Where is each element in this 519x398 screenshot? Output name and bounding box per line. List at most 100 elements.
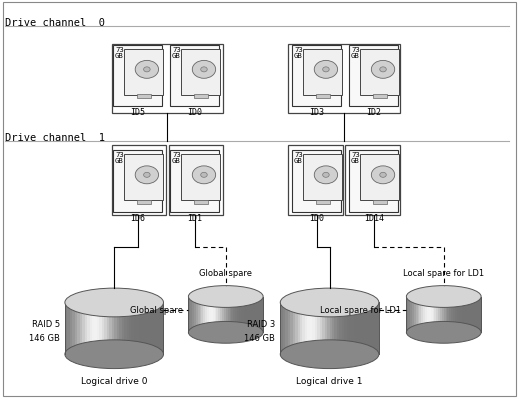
FancyBboxPatch shape	[360, 154, 400, 200]
Bar	[196, 297, 198, 332]
Circle shape	[144, 67, 150, 72]
FancyBboxPatch shape	[113, 45, 162, 106]
Bar	[226, 297, 228, 332]
Circle shape	[315, 60, 338, 78]
Bar	[457, 297, 459, 332]
Bar	[107, 302, 110, 354]
Bar	[256, 297, 258, 332]
Bar	[406, 297, 409, 332]
Bar	[283, 302, 286, 354]
Bar	[374, 302, 377, 354]
Bar	[220, 297, 223, 332]
Bar	[359, 302, 362, 354]
Circle shape	[192, 166, 216, 184]
Text: ID5: ID5	[130, 108, 145, 117]
Ellipse shape	[280, 340, 379, 369]
Bar	[205, 297, 208, 332]
Bar	[447, 297, 450, 332]
Bar	[339, 302, 343, 354]
Bar	[70, 302, 73, 354]
Bar	[317, 302, 320, 354]
FancyBboxPatch shape	[125, 154, 163, 200]
Text: Global spare: Global spare	[199, 269, 252, 278]
Bar	[325, 302, 327, 354]
Bar	[260, 297, 262, 332]
Bar	[235, 297, 238, 332]
Bar	[280, 302, 283, 354]
Ellipse shape	[406, 322, 481, 343]
Bar	[451, 297, 454, 332]
Bar	[442, 297, 444, 332]
Text: ID0: ID0	[309, 214, 324, 223]
Bar	[335, 302, 337, 354]
Text: 73
GB: 73 GB	[351, 152, 360, 164]
Bar	[312, 302, 316, 354]
Bar	[423, 297, 426, 332]
Circle shape	[380, 67, 386, 72]
Circle shape	[315, 166, 338, 184]
Bar	[137, 199, 151, 204]
Bar	[233, 297, 236, 332]
Bar	[429, 297, 431, 332]
Text: 146 GB: 146 GB	[244, 334, 275, 343]
Bar	[472, 297, 474, 332]
Bar	[315, 302, 318, 354]
Bar	[468, 297, 470, 332]
Bar	[144, 302, 147, 354]
Bar	[190, 297, 193, 332]
Circle shape	[371, 166, 394, 184]
FancyBboxPatch shape	[292, 150, 342, 212]
Bar	[465, 297, 467, 332]
Bar	[119, 302, 122, 354]
Bar	[241, 297, 243, 332]
Text: RAID 5: RAID 5	[32, 320, 60, 329]
Bar	[293, 302, 296, 354]
Bar	[462, 297, 465, 332]
Bar	[114, 302, 117, 354]
Circle shape	[135, 166, 159, 184]
Bar	[156, 302, 159, 354]
FancyBboxPatch shape	[303, 49, 342, 94]
Bar	[316, 94, 330, 98]
Bar	[213, 297, 215, 332]
Bar	[477, 297, 480, 332]
Bar	[151, 302, 154, 354]
Text: Drive channel  1: Drive channel 1	[5, 133, 105, 143]
Bar	[207, 297, 210, 332]
Bar	[239, 297, 241, 332]
Bar	[104, 302, 107, 354]
Bar	[203, 297, 206, 332]
Text: Drive channel  0: Drive channel 0	[5, 18, 105, 28]
Bar	[421, 297, 424, 332]
Bar	[297, 302, 301, 354]
Bar	[229, 297, 232, 332]
Bar	[141, 302, 144, 354]
Bar	[242, 297, 245, 332]
Bar	[449, 297, 452, 332]
FancyBboxPatch shape	[292, 45, 342, 106]
FancyBboxPatch shape	[113, 150, 162, 212]
Bar	[137, 94, 151, 98]
Bar	[362, 302, 364, 354]
Bar	[408, 297, 411, 332]
Bar	[337, 302, 340, 354]
Circle shape	[144, 172, 150, 178]
Bar	[194, 199, 208, 204]
Bar	[431, 297, 433, 332]
Bar	[198, 297, 200, 332]
Bar	[89, 302, 92, 354]
Bar	[440, 297, 442, 332]
Bar	[425, 297, 428, 332]
Bar	[305, 302, 308, 354]
Bar	[414, 297, 416, 332]
Bar	[139, 302, 142, 354]
Circle shape	[201, 67, 207, 72]
Ellipse shape	[406, 286, 481, 307]
FancyBboxPatch shape	[182, 49, 221, 94]
Ellipse shape	[280, 288, 379, 317]
Bar	[124, 302, 127, 354]
Bar	[419, 297, 422, 332]
FancyBboxPatch shape	[170, 150, 219, 212]
Bar	[94, 302, 98, 354]
Bar	[188, 297, 191, 332]
